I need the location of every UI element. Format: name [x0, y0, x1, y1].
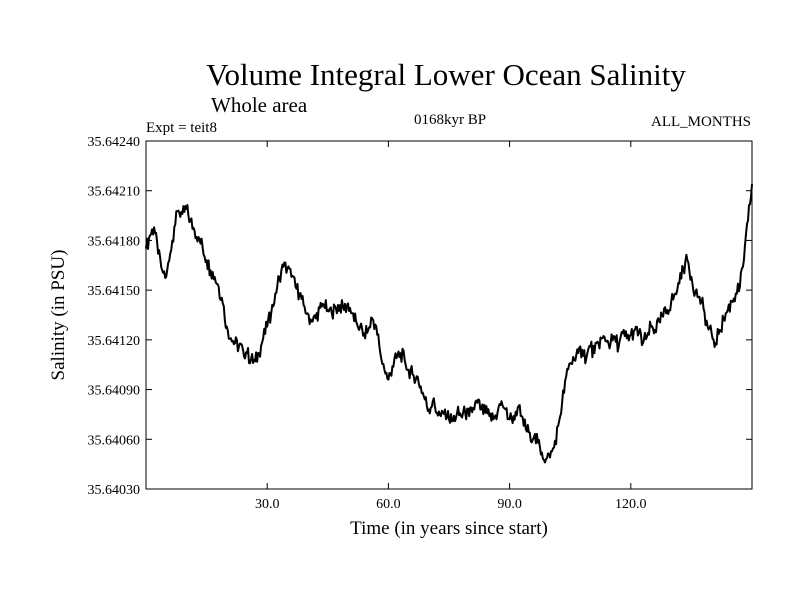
- y-tick-label: 35.64210: [88, 185, 141, 200]
- y-tick-label: 35.64120: [88, 334, 141, 349]
- x-tick-label: 30.0: [255, 497, 280, 512]
- y-axis-label: Salinity (in PSU): [48, 250, 69, 381]
- y-tick-label: 35.64090: [88, 384, 141, 399]
- experiment-label: Expt = teit8: [146, 120, 217, 136]
- period-label: 0168kyr BP: [414, 112, 486, 128]
- x-tick-label: 120.0: [615, 497, 647, 512]
- y-tick-label: 35.64060: [88, 433, 141, 448]
- x-tick-label: 60.0: [376, 497, 401, 512]
- chart-title: Volume Integral Lower Ocean Salinity: [206, 57, 686, 92]
- y-tick-label: 35.64180: [88, 234, 141, 249]
- chart-subtitle: Whole area: [211, 93, 308, 117]
- plot-frame: [145, 140, 753, 490]
- y-axis: 35.64030 35.64060 35.64090 35.64120 35.64150…: [88, 135, 752, 498]
- x-tick-label: 90.0: [497, 497, 522, 512]
- y-tick-label: 35.64150: [88, 284, 141, 299]
- y-tick-label: 35.64240: [88, 135, 141, 150]
- y-tick-label: 35.64030: [88, 483, 141, 498]
- salinity-series-line: [145, 184, 753, 464]
- x-axis: 30.0 60.0 90.0 120.0: [255, 141, 647, 512]
- months-label: ALL_MONTHS: [651, 114, 751, 130]
- x-axis-label: Time (in years since start): [350, 518, 548, 539]
